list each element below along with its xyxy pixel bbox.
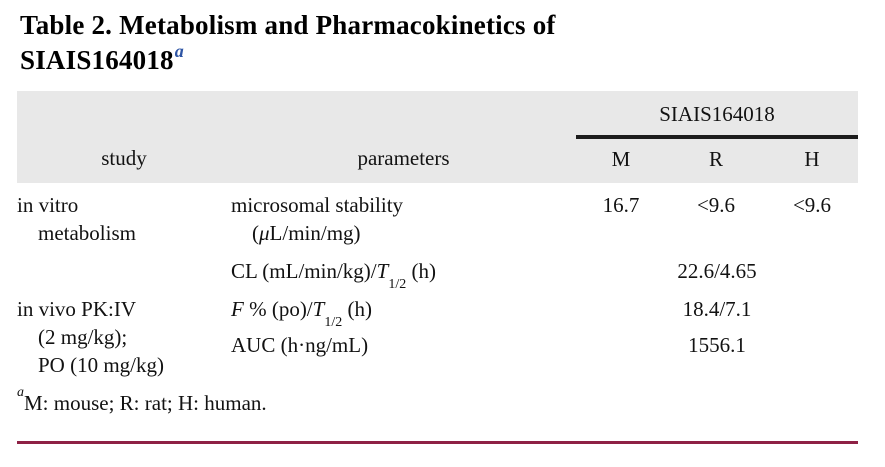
study-cell-in-vitro-metabolism: in vitro metabolism [17,183,231,295]
value-microsomal-rat: <9.6 [696,193,736,217]
t-symbol: T [312,297,325,321]
unit-paren-open: ( [252,221,259,245]
parameter-cell-cl-halflife: CL (mL/min/kg)/T1/2 (h) [231,255,576,295]
footnote: aM: mouse; R: rat; H: human. [17,386,885,417]
value-microsomal-human: <9.6 [792,193,832,217]
value-microsomal-mouse: 16.7 [602,193,640,217]
unit-mu-symbol: μ [259,221,270,245]
parameter-cell-microsomal-stability: microsomal stability (μL/min/mg) [231,183,576,255]
cl-unit-suffix: (h) [406,259,436,283]
study-in-vivo-line1: in vivo PK:IV [17,297,137,321]
column-header-rat: R [666,137,766,183]
parameter-microsomal-line2: (μL/min/mg) [231,219,576,247]
parameter-cell-auc: AUC (h·ng/mL) [231,332,369,357]
table-row-cl-halflife: CL (mL/min/kg)/T1/2 (h) 22.6/4.65 [17,255,858,295]
group-header-spacer [17,91,576,137]
column-header-mouse: M [576,137,666,183]
table-title: Table 2. Metabolism and Pharmacokinetics… [20,8,885,78]
footnote-marker: a [17,385,24,400]
table-row-microsomal-stability: in vitro metabolism microsomal stability… [17,183,858,255]
f-unit-suffix: (h) [342,297,372,321]
parameter-microsomal-line1: microsomal stability [231,193,404,217]
column-header-human: H [766,137,859,183]
table-row-auc: AUC (h·ng/mL) 1556.1 [17,331,858,385]
table-title-line2: SIAIS164018 [20,45,174,75]
cl-label: CL (mL/min/kg)/ [231,259,377,283]
table-body: in vitro metabolism microsomal stability… [17,183,858,385]
study-in-vivo-line3: PO (10 mg/kg) [38,353,164,377]
t-subscript: 1/2 [324,315,343,331]
table-title-line1: Table 2. Metabolism and Pharmacokinetics… [20,10,556,40]
study-in-vivo-line2: (2 mg/kg); [38,325,128,349]
study-in-vitro-line1: in vitro [17,193,79,217]
footnote-text: M: mouse; R: rat; H: human. [24,391,267,415]
value-cl-halflife: 22.6/4.65 [677,259,757,283]
value-auc: 1556.1 [688,332,746,357]
f-symbol: F [231,297,244,321]
compound-group-row: SIAIS164018 [17,91,859,139]
table-header: SIAIS164018 study parameters M R H [17,91,859,183]
column-header-row: study parameters M R H [17,137,859,183]
t-symbol: T [376,259,389,283]
t-subscript: 1/2 [388,277,407,293]
parameter-cell-f-halflife: F % (po)/T1/2 (h) [231,295,576,331]
title-footnote-marker: a [174,41,184,61]
paper-table-page: Table 2. Metabolism and Pharmacokinetics… [0,8,885,467]
study-in-vitro-line2: metabolism [38,221,136,245]
value-f-halflife: 18.4/7.1 [682,297,752,321]
pharmacokinetics-table: SIAIS164018 study parameters M R H in vi… [17,91,859,385]
column-header-parameters: parameters [231,137,576,183]
column-header-study: study [17,137,231,183]
study-cell-in-vivo-pk: in vivo PK:IV (2 mg/kg); PO (10 mg/kg) [17,295,231,385]
f-unit-mid: % (po)/ [243,297,313,321]
bottom-rule-divider [17,441,858,444]
compound-group-header: SIAIS164018 [576,91,859,139]
unit-rest: L/min/mg) [269,221,361,245]
table-row-f-halflife: in vivo PK:IV (2 mg/kg); PO (10 mg/kg) F… [17,295,858,377]
